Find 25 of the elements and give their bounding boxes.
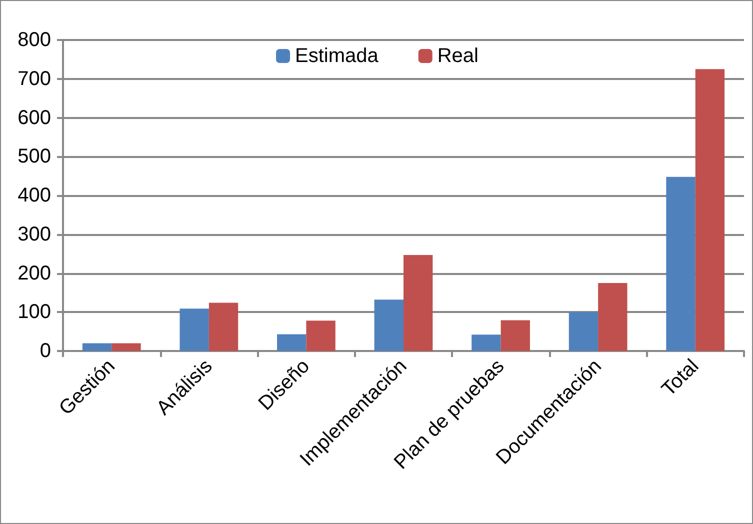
bar xyxy=(404,254,433,351)
bar xyxy=(112,343,141,351)
y-tick-label: 0 xyxy=(40,340,51,362)
bar xyxy=(500,320,530,351)
bar xyxy=(598,282,628,351)
y-tick-label: 400 xyxy=(18,184,51,206)
bar xyxy=(666,176,696,351)
bar xyxy=(472,334,501,351)
bar xyxy=(180,308,209,351)
y-tick-label: 100 xyxy=(18,301,51,324)
bar xyxy=(277,334,306,351)
y-tick-label: 200 xyxy=(18,262,51,284)
bar xyxy=(374,300,404,351)
bar xyxy=(568,312,598,351)
y-tick-label: 700 xyxy=(18,68,51,90)
legend-label: Estimada xyxy=(295,45,380,67)
bar xyxy=(82,343,112,351)
bar xyxy=(306,320,336,351)
y-tick-label: 800 xyxy=(18,29,51,51)
legend-label: Real xyxy=(437,45,479,67)
bar xyxy=(695,69,725,351)
bar xyxy=(208,302,238,351)
y-tick-label: 300 xyxy=(18,223,51,246)
y-tick-label: 600 xyxy=(18,106,51,129)
y-tick-label: 500 xyxy=(18,146,51,168)
